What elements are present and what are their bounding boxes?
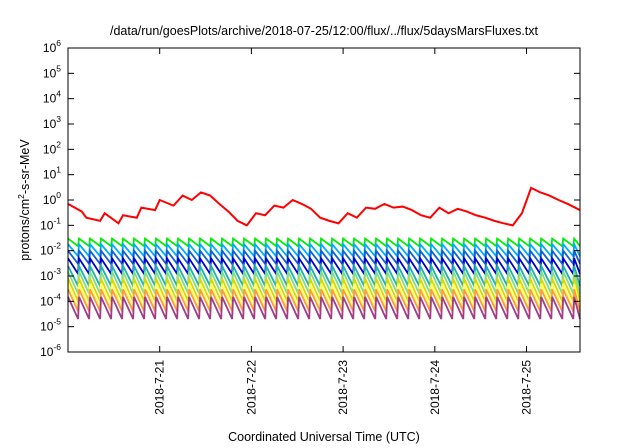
y-tick-label: 10-5 bbox=[40, 317, 61, 334]
y-tick-label: 10-3 bbox=[40, 266, 61, 283]
x-tick-label: 2018-7-23 bbox=[336, 360, 350, 415]
y-axis-label: protons/cm2-s-sr-MeV bbox=[16, 139, 32, 261]
y-axis-label-rest: -s-sr-MeV bbox=[18, 139, 32, 195]
y-tick-label-base: 10 bbox=[40, 269, 54, 283]
y-tick-label-base: 10 bbox=[43, 117, 57, 131]
y-tick-label: 103 bbox=[43, 114, 61, 131]
y-axis-label-sup: 2 bbox=[16, 194, 26, 199]
y-tick-label: 10-1 bbox=[40, 215, 61, 232]
x-tick-label: 2018-7-22 bbox=[244, 360, 258, 415]
y-tick-label-exponent: 5 bbox=[56, 63, 61, 73]
y-tick-label: 100 bbox=[43, 190, 61, 207]
y-tick-label: 10-6 bbox=[40, 342, 61, 359]
x-axis-label: Coordinated Universal Time (UTC) bbox=[228, 430, 420, 444]
y-tick-label-base: 10 bbox=[40, 218, 54, 232]
y-tick-label-exponent: -1 bbox=[53, 215, 61, 225]
plot-area-border bbox=[67, 47, 581, 353]
y-tick-label-base: 10 bbox=[43, 142, 57, 156]
y-tick-label-exponent: -3 bbox=[53, 266, 61, 276]
x-axis-ticks: 2018-7-21 2018-7-22 2018-7-23 2018-7-24 2018… bbox=[153, 48, 534, 415]
y-tick-label: 106 bbox=[43, 38, 61, 55]
y-tick-label: 102 bbox=[43, 139, 61, 156]
chart-title: /data/run/goesPlots/archive/2018-07-25/1… bbox=[110, 24, 539, 38]
series-line-11 bbox=[67, 296, 581, 320]
y-tick-label-exponent: 1 bbox=[56, 165, 61, 175]
y-tick-label: 105 bbox=[43, 63, 61, 80]
y-tick-label: 10-2 bbox=[40, 241, 61, 258]
series-layer bbox=[67, 186, 581, 320]
y-tick-label-base: 10 bbox=[43, 92, 57, 106]
y-tick-label-exponent: -4 bbox=[53, 291, 61, 301]
y-tick-label-exponent: 4 bbox=[56, 89, 61, 99]
y-tick-label-exponent: -2 bbox=[53, 241, 61, 251]
y-tick-label-exponent: -5 bbox=[53, 317, 61, 327]
y-tick-label-exponent: 0 bbox=[56, 190, 61, 200]
y-tick-label-base: 10 bbox=[40, 320, 54, 334]
y-tick-label-base: 10 bbox=[40, 294, 54, 308]
x-tick-label: 2018-7-24 bbox=[428, 360, 442, 415]
y-tick-label-base: 10 bbox=[40, 345, 54, 359]
y-tick-label-exponent: 2 bbox=[56, 139, 61, 149]
y-tick-label-base: 10 bbox=[43, 193, 57, 207]
y-tick-label-exponent: -6 bbox=[53, 342, 61, 352]
y-axis-label-main: protons/cm bbox=[18, 199, 32, 261]
y-tick-label: 10-4 bbox=[40, 291, 61, 308]
y-tick-label-base: 10 bbox=[43, 168, 57, 182]
y-tick-label: 101 bbox=[43, 165, 61, 182]
x-tick-label: 2018-7-25 bbox=[520, 360, 534, 415]
y-tick-label-base: 10 bbox=[40, 244, 54, 258]
x-tick-label: 2018-7-21 bbox=[153, 360, 167, 415]
y-tick-label-exponent: 6 bbox=[56, 38, 61, 48]
y-axis-ticks: 10-610-510-410-310-210-11001011021031041… bbox=[40, 38, 580, 359]
y-tick-label-base: 10 bbox=[43, 41, 57, 55]
series-line-1 bbox=[67, 186, 581, 227]
y-tick-label-base: 10 bbox=[43, 66, 57, 80]
y-tick-label: 104 bbox=[43, 89, 61, 106]
y-tick-label-exponent: 3 bbox=[56, 114, 61, 124]
